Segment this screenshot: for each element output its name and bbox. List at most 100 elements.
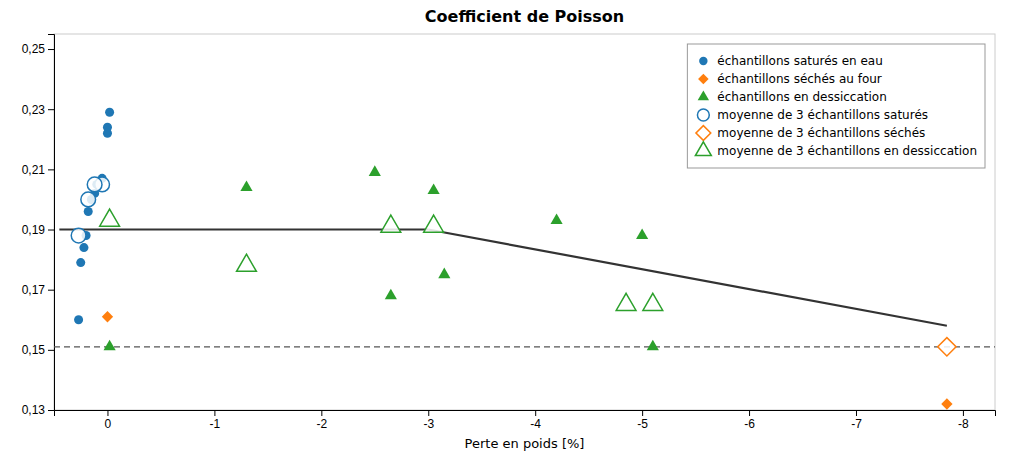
x-axis-tick-mark (428, 410, 429, 416)
x-axis-tick: -7 (851, 410, 862, 431)
point (100, 209, 120, 226)
point (424, 215, 444, 232)
legend-label: échantillons en dessiccation (717, 90, 886, 104)
legend-label: échantillons saturés en eau (717, 54, 882, 68)
x-axis-tick-label: 0 (105, 417, 112, 431)
x-axis-label: Perte en poids [%] (465, 436, 585, 451)
point (369, 165, 381, 176)
x-axis-tick-mark (856, 410, 857, 416)
y-axis-tick-mark (48, 350, 54, 351)
y-axis-tick: 0,17 (22, 283, 54, 297)
y-axis-line (48, 35, 55, 411)
legend-label: échantillons séchés au four (717, 72, 881, 86)
point (79, 243, 88, 252)
y-axis-tick-label: 0,17 (22, 283, 46, 297)
y-axis: 0,13 0,15 0,17 0,19 0,21 0,23 0,25 (22, 35, 55, 418)
legend-box (687, 44, 985, 168)
y-axis-tick-mark (48, 169, 54, 170)
x-axis-tick-label: -3 (423, 417, 434, 431)
point (385, 289, 397, 300)
point (103, 129, 112, 138)
x-axis-tick: -8 (958, 410, 969, 431)
x-axis-tick: -5 (637, 410, 648, 431)
point (102, 311, 113, 322)
legend-symbol (697, 109, 709, 121)
x-axis-tick-label: -2 (316, 417, 327, 431)
plot: 0 -1 -2 -3 -4 -5 -6 -7 -8 0,13 0,15 0,17 0,19 0,21 0,2… (22, 34, 996, 431)
y-axis-tick: 0,13 (22, 403, 54, 417)
x-axis-line (55, 411, 996, 417)
point (647, 340, 659, 351)
point (81, 192, 96, 207)
chart: 0 -1 -2 -3 -4 -5 -6 -7 -8 0,13 0,15 0,17 0,19 0,21 0,2… (0, 0, 1013, 458)
x-axis-tick: -3 (423, 410, 434, 431)
point (87, 177, 102, 192)
x-axis-tick: 0 (105, 410, 112, 431)
trend-line (59, 228, 428, 230)
legend-symbol (695, 142, 711, 156)
point (74, 315, 83, 324)
y-axis-tick-mark (48, 290, 54, 291)
point (84, 207, 93, 216)
y-axis-tick-label: 0,23 (22, 103, 46, 117)
point (636, 229, 648, 240)
y-axis-tick-mark (48, 410, 54, 411)
x-axis-tick: -2 (316, 410, 327, 431)
point (104, 340, 116, 351)
point (76, 258, 85, 267)
x-axis-tick: -6 (744, 410, 755, 431)
y-axis-tick-mark (48, 49, 54, 50)
y-axis-tick: 0,23 (22, 103, 54, 117)
point (616, 293, 636, 310)
x-axis-tick-label: -6 (744, 417, 755, 431)
y-axis-tick-label: 0,13 (22, 403, 46, 417)
x-axis-tick-mark (107, 410, 108, 416)
x-axis-tick: -1 (210, 410, 221, 431)
point (105, 108, 114, 117)
legend: échantillons saturés en eau échantillons … (687, 44, 985, 168)
point (643, 293, 663, 310)
point (941, 398, 952, 409)
y-axis-tick: 0,25 (22, 42, 54, 56)
trend-line (428, 230, 947, 326)
x-axis-tick-mark (749, 410, 750, 416)
legend-symbol (698, 90, 709, 100)
x-axis-tick-mark (963, 410, 964, 416)
point (381, 215, 401, 232)
legend-label: moyenne de 3 échantillons saturés (717, 108, 928, 122)
x-axis-tick-mark (214, 410, 215, 416)
marks (54, 108, 995, 410)
point (71, 228, 86, 243)
reference-line (54, 346, 995, 347)
point (240, 180, 252, 191)
point (237, 254, 257, 271)
y-axis-tick-label: 0,15 (22, 343, 46, 357)
y-axis-tick-mark (48, 109, 54, 110)
point (438, 268, 450, 279)
x-axis-tick-label: -1 (210, 417, 221, 431)
x-axis-tick-label: -7 (851, 417, 862, 431)
y-axis-tick-mark (48, 230, 54, 231)
x-axis: 0 -1 -2 -3 -4 -5 -6 -7 -8 (55, 410, 996, 431)
legend-label: moyenne de 3 échantillons en dessiccatio… (717, 144, 977, 158)
x-axis-tick: -4 (530, 410, 541, 431)
y-axis-tick-label: 0,21 (22, 163, 46, 177)
x-axis-tick-label: -5 (637, 417, 648, 431)
point (551, 213, 563, 224)
legend-symbol (699, 57, 707, 65)
y-axis-tick: 0,19 (22, 223, 54, 237)
y-axis-tick: 0,21 (22, 163, 54, 177)
legend-symbol (698, 74, 709, 85)
legend-symbol (696, 126, 711, 141)
plot-frame (54, 34, 995, 410)
point (938, 338, 956, 356)
x-axis-tick-label: -4 (530, 417, 541, 431)
x-axis-tick-mark (535, 410, 536, 416)
x-axis-tick-mark (642, 410, 643, 416)
title: Coefficient de Poisson (425, 7, 624, 26)
x-axis-tick-mark (321, 410, 322, 416)
y-axis-tick: 0,15 (22, 343, 54, 357)
x-axis-tick-label: -8 (958, 417, 969, 431)
y-axis-tick-label: 0,25 (22, 42, 46, 56)
legend-label: moyenne de 3 échantillons séchés (717, 126, 925, 140)
